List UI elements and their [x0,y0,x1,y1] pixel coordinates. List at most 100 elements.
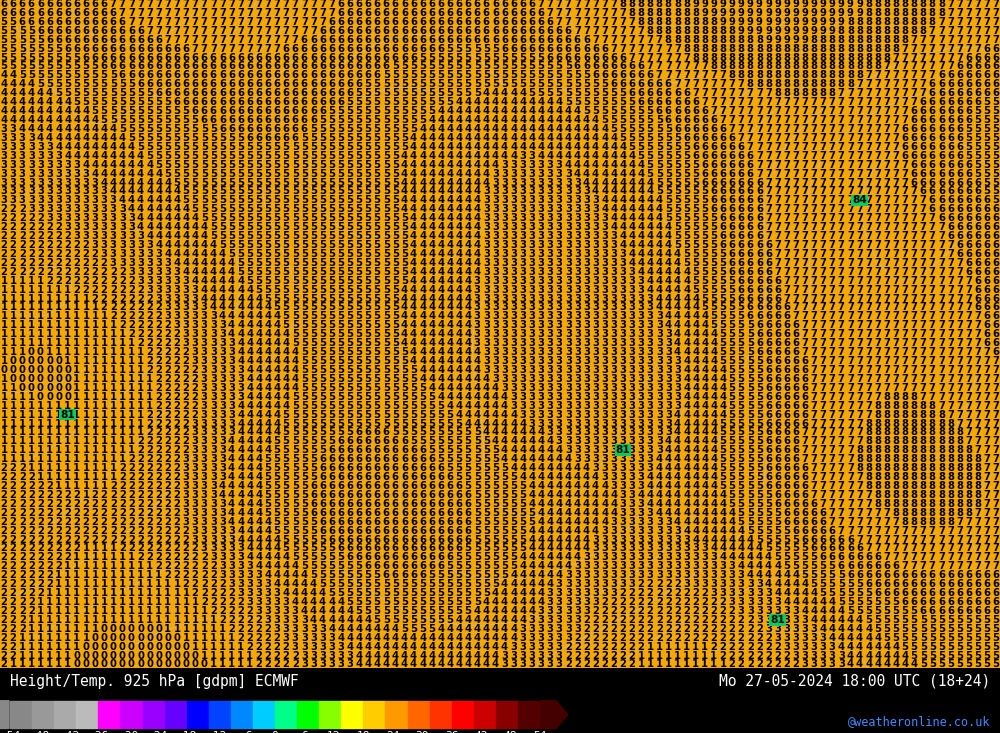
Text: 4: 4 [392,633,399,643]
Text: 7: 7 [883,347,890,357]
Text: 8: 8 [692,44,699,54]
Text: 2: 2 [146,427,153,438]
Text: 5: 5 [410,401,417,410]
Text: 5: 5 [656,177,663,188]
Text: 4: 4 [628,205,636,214]
Text: 5: 5 [638,141,645,152]
Text: 3: 3 [638,293,645,303]
Text: 5: 5 [346,597,353,607]
Text: 5: 5 [292,284,299,295]
Text: 8: 8 [911,401,918,410]
Text: 6: 6 [792,410,799,419]
Text: 5: 5 [301,213,308,224]
Text: 6: 6 [465,17,472,27]
Text: 6: 6 [292,115,299,125]
Text: 3: 3 [556,186,563,196]
Text: 6: 6 [638,70,645,81]
Text: 6: 6 [601,62,608,72]
Text: 4: 4 [0,70,8,81]
Text: 1: 1 [19,293,26,303]
Text: 7: 7 [892,231,899,241]
Text: 4: 4 [528,133,535,143]
Text: 3: 3 [547,284,553,295]
Text: 1: 1 [64,606,71,616]
Text: 5: 5 [456,53,463,62]
Text: 8: 8 [892,436,899,446]
Text: 4: 4 [829,597,836,607]
Text: 6: 6 [747,258,754,268]
Text: 3: 3 [528,303,535,312]
Text: 3: 3 [619,365,626,375]
Text: 4: 4 [410,133,417,143]
Text: 3: 3 [128,231,135,241]
Text: 3: 3 [547,624,553,634]
Text: 1: 1 [28,276,35,286]
Text: 3: 3 [801,651,808,660]
Text: 8: 8 [656,26,663,36]
Text: 6: 6 [719,124,726,134]
Text: 4: 4 [519,472,526,482]
Text: 7: 7 [583,26,590,36]
Text: 5: 5 [419,383,426,393]
Text: 5: 5 [319,133,326,143]
Text: 6: 6 [283,44,290,54]
Text: 6: 6 [92,44,99,54]
Text: 1: 1 [0,356,8,366]
Text: 5: 5 [501,553,508,562]
Text: 5: 5 [829,570,836,581]
Text: 7: 7 [974,543,981,553]
Text: 5: 5 [274,196,281,205]
Text: 3: 3 [538,391,544,402]
Text: 2: 2 [19,490,26,500]
Text: 3: 3 [528,293,535,303]
Text: 3: 3 [692,570,699,581]
Text: 5: 5 [365,267,372,277]
Text: 3: 3 [765,597,772,607]
Text: 5: 5 [310,365,317,375]
Text: 6: 6 [374,499,381,509]
Text: 6: 6 [37,17,44,27]
Text: 2: 2 [73,240,80,250]
Text: 7: 7 [738,115,745,125]
Text: 6: 6 [583,53,590,62]
Text: 7: 7 [856,534,863,545]
Text: 3: 3 [629,293,635,303]
Text: 3: 3 [638,463,645,473]
Text: 5: 5 [501,570,508,581]
Text: 6: 6 [173,88,180,98]
Text: 7: 7 [974,26,981,36]
Text: 5: 5 [310,383,317,393]
Text: 7: 7 [874,97,881,107]
Text: 6: 6 [847,561,854,571]
Text: 4: 4 [292,561,299,571]
Text: 6: 6 [337,508,344,517]
Text: 3: 3 [756,588,763,598]
Text: 7: 7 [774,213,781,224]
Text: 1: 1 [155,579,162,589]
Text: 5: 5 [164,97,171,107]
Text: 6: 6 [947,97,954,107]
Text: 7: 7 [983,463,990,473]
Text: 4: 4 [583,151,590,161]
Text: 7: 7 [974,383,981,393]
Text: 7: 7 [993,365,999,375]
Text: 6: 6 [974,303,981,312]
Text: 3: 3 [601,222,608,232]
Text: 7: 7 [938,561,945,571]
Text: 1: 1 [0,329,8,339]
Text: 2: 2 [128,329,135,339]
Text: 5: 5 [283,177,290,188]
Text: 5: 5 [365,410,372,419]
Text: 7: 7 [938,284,945,295]
Text: 2: 2 [128,490,135,500]
Text: 0: 0 [164,633,171,643]
Text: 2: 2 [219,615,226,625]
Text: 1: 1 [101,570,108,581]
Text: 5: 5 [729,463,736,473]
Text: 1: 1 [137,356,144,366]
Text: 1: 1 [0,374,8,384]
Text: 1: 1 [101,472,108,482]
Text: 5: 5 [974,660,981,669]
Text: 4: 4 [537,472,545,482]
Text: 4: 4 [228,508,235,517]
